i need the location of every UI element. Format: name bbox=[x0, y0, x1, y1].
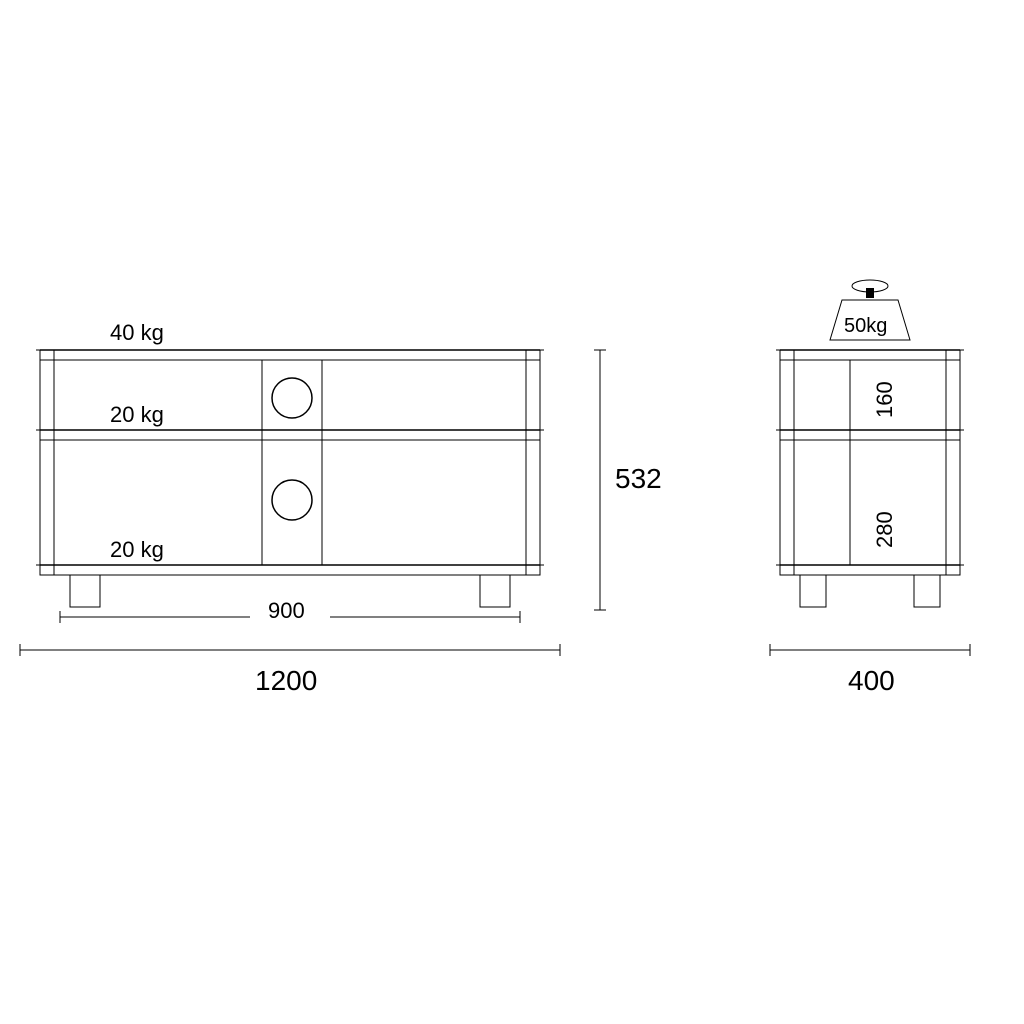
inner-width-label: 900 bbox=[268, 598, 305, 623]
front-view: 40 kg 20 kg 20 kg 900 1200 532 bbox=[20, 320, 662, 696]
top-load-label: 50kg bbox=[844, 315, 887, 337]
side-view: 50kg 160 280 400 bbox=[770, 280, 970, 696]
gap-top-label: 160 bbox=[872, 381, 897, 418]
cable-hole-icon bbox=[272, 480, 312, 520]
overall-width-label: 1200 bbox=[255, 665, 317, 696]
cable-hole-icon bbox=[272, 378, 312, 418]
depth-label: 400 bbox=[848, 665, 895, 696]
shelf-load-1: 40 kg bbox=[110, 320, 164, 345]
gap-bottom-label: 280 bbox=[872, 511, 897, 548]
weight-icon: 50kg bbox=[830, 280, 910, 340]
height-label: 532 bbox=[615, 463, 662, 494]
shelf-load-2: 20 kg bbox=[110, 402, 164, 427]
shelf-load-3: 20 kg bbox=[110, 537, 164, 562]
